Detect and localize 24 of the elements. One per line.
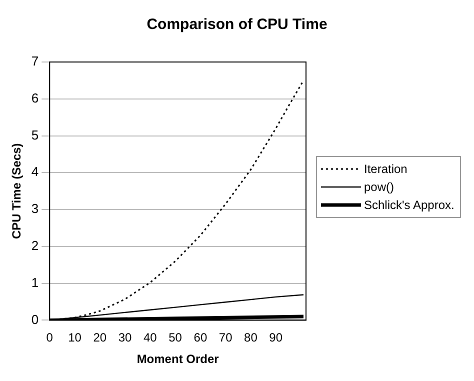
x-tick-label: 40 — [143, 330, 158, 345]
y-tick-label: 7 — [31, 54, 39, 69]
x-tick-label: 20 — [93, 330, 107, 345]
y-tick-label: 2 — [31, 238, 39, 254]
y-tick-label: 4 — [31, 164, 39, 180]
x-axis-title: Moment Order — [136, 352, 220, 366]
chart-title: Comparison of CPU Time — [146, 16, 328, 33]
y-tick-label: 5 — [31, 127, 39, 142]
y-tick-label: 1 — [31, 274, 39, 290]
legend-label: Iteration — [364, 162, 408, 176]
x-tick-label: 90 — [269, 330, 283, 345]
y-tick-label: 6 — [31, 90, 39, 106]
x-tick-label: 80 — [244, 330, 258, 345]
x-tick-label: 0 — [46, 330, 54, 345]
x-tick-label: 70 — [218, 330, 233, 345]
x-tick-label: 10 — [68, 330, 82, 345]
x-tick-label: 30 — [118, 330, 132, 345]
legend-label: pow() — [364, 180, 394, 194]
x-tick-label: 60 — [194, 330, 208, 345]
y-tick-label: 3 — [31, 201, 39, 216]
x-tick-label: 50 — [168, 330, 182, 345]
legend-label: Schlick's Approx. — [364, 198, 454, 212]
y-tick-label: 0 — [31, 312, 39, 327]
y-axis-title: CPU Time (Secs) — [10, 143, 24, 240]
